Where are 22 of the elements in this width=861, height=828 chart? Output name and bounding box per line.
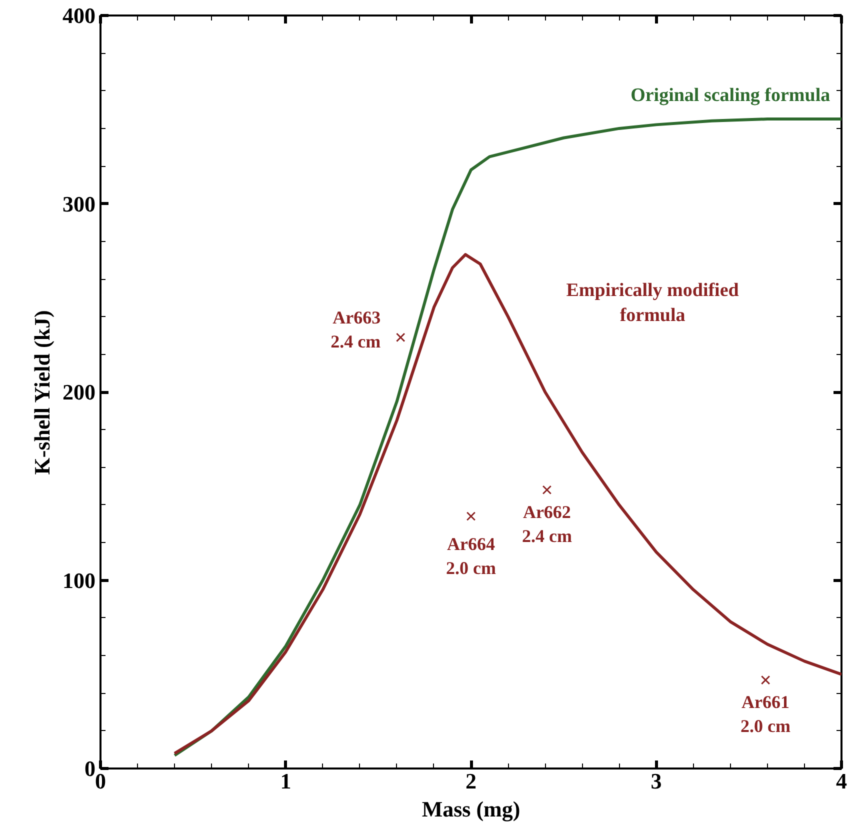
annotation: Ar663 2.4 cm [330, 307, 381, 352]
point [466, 512, 476, 521]
x-tick-label: 4 [836, 768, 847, 794]
y-tick-label: 200 [62, 380, 96, 404]
line-series [173, 253, 842, 755]
annotation: Ar664 2.0 cm [446, 534, 496, 578]
point [760, 675, 770, 685]
y-tick-label: 100 [62, 568, 96, 593]
series-label: Original scaling formula [630, 84, 831, 106]
x-tick-label: 1 [280, 768, 292, 794]
y-tick-label: 300 [62, 191, 96, 216]
x-tick-label: 3 [650, 768, 662, 794]
y-axis-title: K-shell Yield (kJ) [30, 310, 54, 475]
line-series [173, 118, 842, 757]
point [542, 485, 552, 495]
x-axis-title: Mass (mg) [422, 796, 520, 822]
point [396, 332, 406, 342]
y-tick-label: 400 [62, 3, 96, 28]
x-tick-label: 2 [466, 768, 476, 794]
text: Empirically modified formula [566, 280, 740, 326]
annotation: Ar662 2.4 cm [522, 502, 572, 546]
annotation: Ar661 2.0 cm [740, 692, 791, 736]
